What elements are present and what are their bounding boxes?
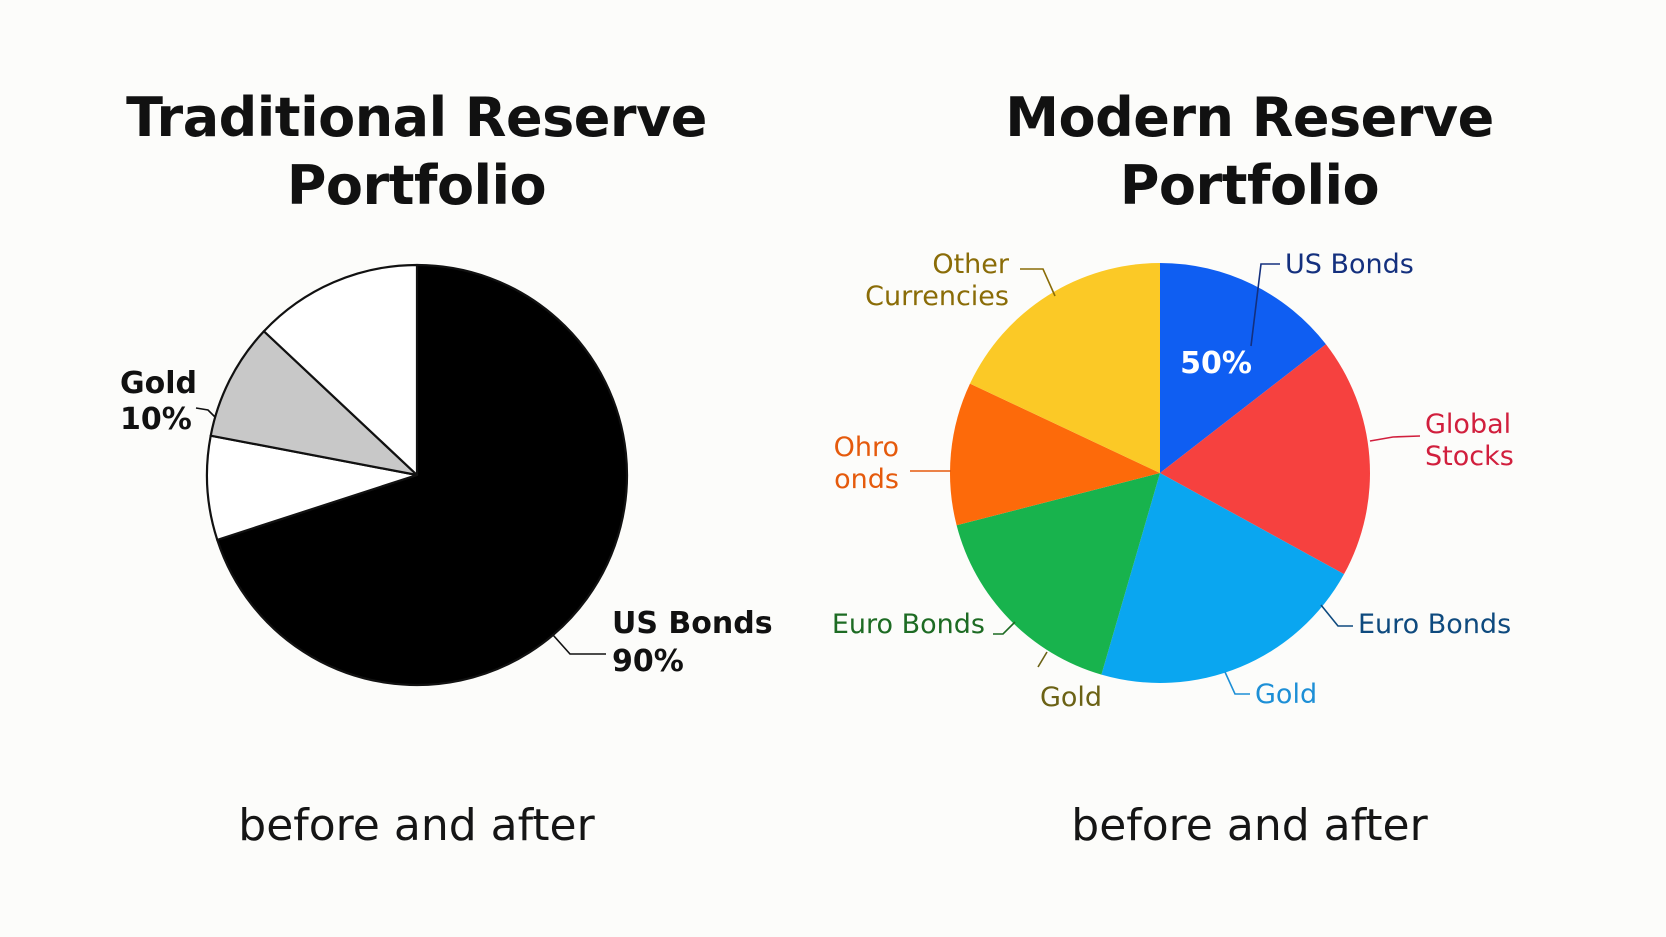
chart-title-line-2: Portfolio xyxy=(1119,154,1380,217)
pie-slice-global-stocks xyxy=(1160,344,1370,575)
pie-slice-gold xyxy=(209,330,419,477)
leader-line xyxy=(552,634,606,655)
leader-line xyxy=(1369,435,1421,442)
chart-title-line-1: Traditional Reserve xyxy=(126,86,707,149)
modern-portfolio-panel: Modern Reserve Portfolio 50% US Bonds Glob… xyxy=(833,0,1666,937)
pie-slice-us-bonds xyxy=(216,263,629,687)
label-gold: Gold xyxy=(1040,682,1102,713)
pie-slice-euro-bonds xyxy=(956,473,1160,675)
chart-caption: before and after xyxy=(1071,800,1428,851)
pie-slice-unlabeled xyxy=(262,263,419,477)
chart-title-line-1: Modern Reserve xyxy=(1005,86,1494,149)
label-gold: Gold 10% xyxy=(120,366,197,437)
chart-title: Modern Reserve Portfolio xyxy=(833,84,1666,220)
leader-line xyxy=(1020,268,1056,297)
label-global-stocks: Global Stocks xyxy=(1425,409,1514,472)
pie-slice-us-bonds xyxy=(1160,263,1326,473)
traditional-portfolio-panel: Traditional Reserve Portfolio Gold 10% US … xyxy=(0,84,833,851)
pie-slice-unlabeled xyxy=(205,434,419,541)
chart-title-line-2: Portfolio xyxy=(286,154,547,217)
label-gold: Gold xyxy=(1255,679,1317,710)
chart-caption: before and after xyxy=(238,800,595,851)
traditional-pie-chart: Gold 10% US Bonds 90% xyxy=(120,263,773,687)
modern-pie-chart: 50% US Bonds Global Stocks Euro Bonds Gold Gol… xyxy=(833,249,1514,713)
leader-line xyxy=(1224,671,1250,695)
label-other-currencies: Other Currencies xyxy=(865,249,1010,312)
leader-line xyxy=(993,621,1016,635)
label-us-bonds: US Bonds 90% xyxy=(612,606,773,679)
chart-title: Traditional Reserve Portfolio xyxy=(0,84,833,220)
leader-line xyxy=(1250,263,1280,347)
inner-percent-label: 50% xyxy=(1180,346,1252,381)
label-ohro-sonds: OhroSonds xyxy=(833,432,899,495)
leader-line xyxy=(1320,604,1353,627)
label-euro-bonds: Euro Bonds xyxy=(1358,609,1511,640)
leader-line xyxy=(195,407,216,418)
label-us-bonds: US Bonds xyxy=(1285,249,1414,280)
leader-line xyxy=(1037,651,1048,668)
label-euro-bonds: Euro Bonds xyxy=(833,609,985,640)
pie-slice-ohro-sonds xyxy=(950,383,1160,526)
pie-slice-other-currencies xyxy=(969,263,1160,473)
pie-slice-euro-bonds xyxy=(1101,473,1345,683)
